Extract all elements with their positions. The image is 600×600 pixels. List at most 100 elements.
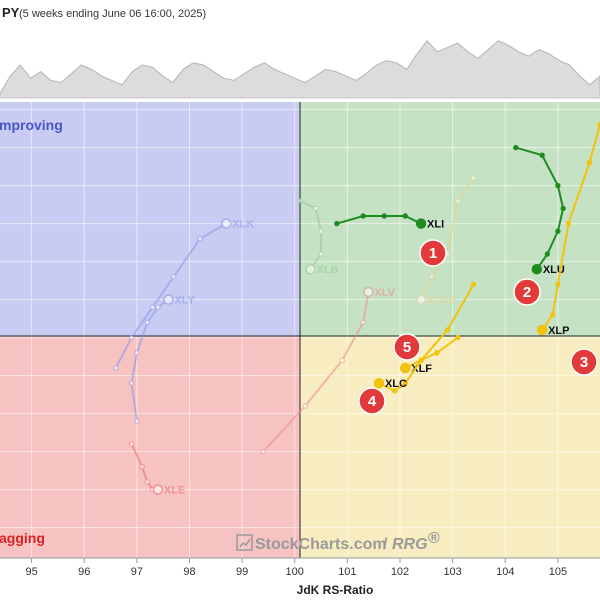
ticker-label: XLC [385,378,407,390]
price-area [0,40,600,99]
quadrant-lagging [0,336,300,558]
ticker-label: XLK [232,219,254,231]
x-tick-label: 95 [25,566,37,578]
lagging-label: agging [0,530,45,546]
badge-number: 1 [429,245,437,262]
tail-point [197,236,203,242]
header-subtitle: (5 weeks ending June 06 16:00, 2025) [19,8,206,20]
badge-number: 4 [368,393,377,410]
tail-point [586,160,593,166]
x-tick-label: 104 [496,566,514,578]
tail-head[interactable] [415,294,427,305]
tail-point [144,479,151,485]
tail-xle[interactable]: XLE [128,441,185,497]
tail-point [434,350,440,356]
tail-head[interactable] [531,263,543,275]
tail-point [555,182,561,189]
tail-line [114,222,227,369]
tail-point [155,304,161,310]
chart-logo-icon [236,534,253,551]
improving-label: mproving [0,117,63,133]
tail-xlv[interactable]: XLV [260,286,396,455]
x-tick-label: 96 [78,566,90,578]
tail-point [128,334,135,341]
ticker-label: XLV [374,287,395,299]
watermark-reg: ® [428,530,440,547]
tail-point [402,380,408,386]
tail-point [149,304,156,310]
tail-head[interactable] [400,362,411,374]
tail-head[interactable] [373,377,385,389]
tail-point [313,205,319,212]
x-tick-label: 103 [443,566,461,578]
tail-point [560,205,566,212]
x-tick-label: 101 [338,566,356,578]
badge-number: 2 [523,284,531,301]
x-axis-title: JdK RS-Ratio [297,583,374,597]
tail-point [302,403,308,409]
tail-point [470,175,477,181]
tail-point [339,357,345,364]
tail-point [128,380,135,386]
watermark-slash: / [383,536,388,553]
x-axis-ticks: 95 96 97 98 99 100 101 102 103 104 105 [25,558,567,578]
tail-line [404,336,459,369]
watermark: StockCharts.com / RRG ® [236,530,440,553]
badge-circle [393,333,421,361]
watermark-product: RRG [392,536,428,553]
x-tick-label: 100 [286,566,304,578]
tail-head[interactable] [305,263,316,275]
tail-point [297,198,303,204]
tail-point [170,274,177,280]
tail-head[interactable] [536,324,548,336]
tail-point [428,274,435,280]
x-tick-label: 97 [131,566,143,578]
annotation-badge-5: 5 [393,333,421,361]
tail-point [539,152,545,158]
tail-xly[interactable]: XLY [128,294,195,424]
badge-circle [419,239,447,267]
tail-point [565,220,572,227]
tail-xli[interactable]: XLI [334,213,445,231]
tail-xlp[interactable]: XLP [536,122,600,337]
badge-number: 3 [580,354,588,371]
price-strip [0,26,600,99]
tail-point [444,327,451,333]
chart-logo-line-icon [239,538,251,548]
tail-head[interactable] [221,218,232,229]
tail-point [455,334,461,341]
tail-head[interactable] [363,286,374,298]
badge-circle [570,348,598,376]
tail-point [549,312,556,318]
tail-point [144,319,151,326]
tail-point [392,388,398,394]
tail-point [418,357,424,364]
annotation-badge-4: 4 [358,387,386,415]
ticker-label: XLB [317,264,339,276]
tail-head[interactable] [415,218,427,229]
tail-head[interactable] [163,294,174,305]
tail-xlc[interactable]: XLC [373,281,477,394]
badge-number: 5 [403,339,411,356]
ticker-label: XLY [174,295,195,307]
badge-circle [513,278,541,306]
badge-circle [358,387,386,415]
ticker-label: XLE [164,485,185,497]
watermark-brand: StockCharts.com [255,536,387,553]
quadrant-improving [0,102,300,336]
annotation-badge-2: 2 [513,278,541,306]
tail-xlk[interactable]: XLK [113,218,255,371]
tail-point [555,281,561,288]
tail-xlb[interactable]: XLB [297,198,339,277]
tail-point [113,365,119,371]
x-tick-label: 102 [391,566,409,578]
tail-head[interactable] [152,484,164,495]
tail-point [455,198,461,204]
annotation-badge-1: 1 [419,239,447,267]
tail-xlu[interactable]: XLU [513,144,566,276]
tail-point [134,418,140,424]
tail-line [378,283,475,392]
ticker-label: XLRE [427,295,456,307]
ticker-label: XLI [427,219,444,231]
